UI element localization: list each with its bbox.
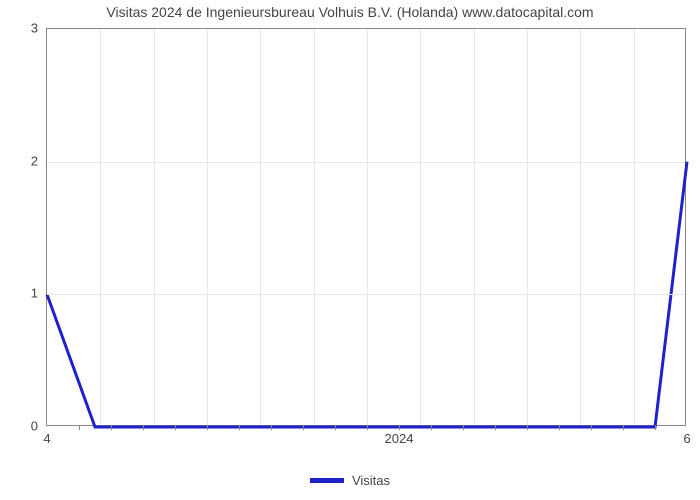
x-minor-tick bbox=[207, 425, 208, 430]
gridline-v bbox=[154, 29, 155, 425]
x-minor-tick bbox=[399, 425, 400, 430]
gridline-v bbox=[314, 29, 315, 425]
x-minor-tick bbox=[463, 425, 464, 430]
x-tick-label: 4 bbox=[43, 431, 50, 446]
x-minor-tick bbox=[111, 425, 112, 430]
gridline-v bbox=[420, 29, 421, 425]
chart-root: Visitas 2024 de Ingenieursbureau Volhuis… bbox=[0, 0, 700, 500]
gridline-v bbox=[260, 29, 261, 425]
x-minor-tick bbox=[143, 425, 144, 430]
x-minor-tick bbox=[655, 425, 656, 430]
x-minor-tick bbox=[271, 425, 272, 430]
x-minor-tick bbox=[623, 425, 624, 430]
gridline-h bbox=[47, 162, 685, 163]
x-minor-tick bbox=[79, 425, 80, 430]
x-minor-tick bbox=[303, 425, 304, 430]
gridline-v bbox=[634, 29, 635, 425]
x-tick-label: 6 bbox=[683, 431, 690, 446]
y-tick-label: 3 bbox=[31, 21, 38, 36]
gridline-v bbox=[100, 29, 101, 425]
gridline-v bbox=[367, 29, 368, 425]
y-tick-label: 1 bbox=[31, 286, 38, 301]
gridline-v bbox=[527, 29, 528, 425]
chart-title: Visitas 2024 de Ingenieursbureau Volhuis… bbox=[0, 4, 700, 20]
gridline-v bbox=[207, 29, 208, 425]
x-minor-tick bbox=[431, 425, 432, 430]
x-minor-tick bbox=[239, 425, 240, 430]
x-minor-tick bbox=[591, 425, 592, 430]
x-minor-tick bbox=[495, 425, 496, 430]
legend: Visitas bbox=[310, 473, 390, 488]
plot-area: 462024 bbox=[46, 28, 686, 426]
gridline-v bbox=[474, 29, 475, 425]
x-minor-tick bbox=[175, 425, 176, 430]
x-minor-tick bbox=[335, 425, 336, 430]
y-tick-label: 2 bbox=[31, 153, 38, 168]
y-tick-label: 0 bbox=[31, 419, 38, 434]
x-tick-label-year: 2024 bbox=[385, 431, 414, 446]
legend-label: Visitas bbox=[352, 473, 390, 488]
legend-swatch bbox=[310, 478, 344, 483]
gridline-v bbox=[580, 29, 581, 425]
gridline-h bbox=[47, 294, 685, 295]
x-minor-tick bbox=[527, 425, 528, 430]
x-minor-tick bbox=[559, 425, 560, 430]
x-minor-tick bbox=[367, 425, 368, 430]
